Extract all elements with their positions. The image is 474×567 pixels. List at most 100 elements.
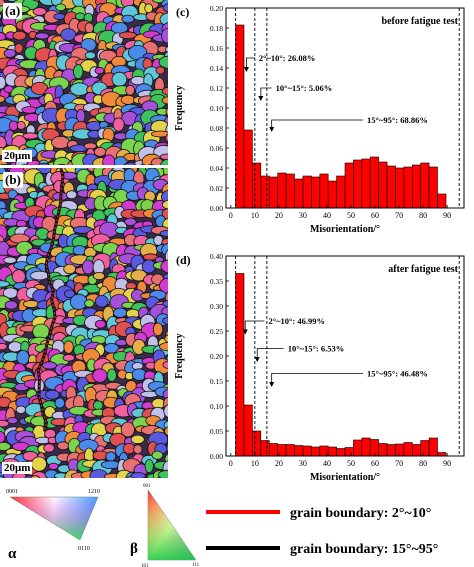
grain [119,31,137,40]
beta-label: β [130,541,138,557]
histogram-bar [412,164,422,209]
beta-tick-101: 101 [141,564,149,567]
histogram-bar [437,452,447,457]
grain [150,130,168,138]
grain [157,469,168,478]
histogram-bar [353,439,363,457]
grain [43,443,55,453]
grain [160,158,168,165]
grain [163,404,168,418]
histogram-bar [311,176,321,209]
y-tick-label: 0.30 [210,302,223,311]
grain [160,259,168,274]
histogram-bar [420,162,430,209]
alpha-tick-1210: 1210 [88,489,100,495]
alpha-tick-0001: 0001 [6,489,18,495]
grain [72,64,84,79]
x-tick-label: 80 [419,459,427,468]
grain [29,270,50,281]
grain [155,66,166,75]
x-tick-label: 50 [347,459,355,468]
y-tick-label: 0.16 [210,44,223,53]
grain [158,55,168,69]
histogram-before-fatigue: 0 10 20 30 40 50 60 70 80 90 0.00 0.02 0.04 0.06 0.08 0… [174,4,465,235]
grain [80,38,97,52]
x-tick-label: 0 [229,459,233,468]
histogram-bar [327,446,337,457]
grain [133,444,143,455]
x-tick-label: 10 [251,459,259,468]
histogram-bar [428,437,438,457]
grain [29,475,41,478]
grain [8,120,19,131]
grain [60,28,77,41]
alpha-label: α [8,546,17,562]
scale-bar-label-a: 20μm [2,150,33,162]
annotation-arrowhead [269,127,275,132]
annotation-arrow-line [244,320,265,334]
histogram-bar [260,440,270,457]
grain [63,263,77,275]
grain [48,462,59,470]
annotation-arrow-line [260,87,272,100]
grain [125,84,135,96]
histogram-bar [420,440,430,457]
x-tick-label: 50 [347,211,355,220]
ebsd-map-b [0,168,168,478]
grain [159,342,168,352]
grain [161,199,168,210]
histogram-bar [428,166,438,209]
x-tick-label: 40 [323,211,331,220]
grain [15,405,27,414]
x-axis-label: Misorientation/° [310,224,380,235]
grain [159,229,168,237]
histogram-bar [378,161,388,209]
grain [111,71,128,87]
x-tick-label: 40 [323,459,331,468]
grain [92,272,106,281]
orientation-key: 0001 1210 0110 α 001 101 111 β grain bou… [6,484,438,567]
grain [11,269,26,284]
grain [3,256,17,264]
grain [92,400,104,411]
grain [162,3,168,13]
annotation-label: 15°~95°: 68.86% [367,115,428,125]
grain [16,350,30,366]
grain [151,450,164,460]
x-tick-label: 90 [443,211,451,220]
grain [31,456,47,472]
plot-frame [225,255,465,457]
y-tick-label: 0.06 [210,144,223,153]
panel-label-a: (a) [3,3,23,19]
crack-low-angle-boundary [37,168,64,432]
grain [112,117,125,132]
histogram-bar [395,167,405,209]
x-tick-label: 30 [299,459,307,468]
grain [66,190,78,200]
histogram-bar [294,178,304,209]
alpha-ipf-triangle [9,496,99,541]
y-tick-label: 0.12 [210,84,223,93]
grain [7,417,19,425]
grain [16,121,26,130]
grain [0,343,8,351]
grain [126,476,135,478]
alpha-tick-0110: 0110 [78,546,90,552]
grain [94,319,107,329]
grain [45,389,60,400]
grain [162,316,168,325]
histogram-bar [369,439,379,457]
grain [106,368,117,382]
histogram-bar [353,159,363,209]
x-tick-label: 0 [229,211,233,220]
grain [82,259,95,275]
histogram-bar [269,176,279,209]
histogram-after-fatigue: 0 10 20 30 40 50 60 70 80 90 0.00 0.05 0.10 0.15 0.20 0… [174,252,465,483]
grain [120,94,136,105]
grain [159,12,168,27]
grain [144,3,154,14]
grain [139,164,146,165]
grain [69,82,90,96]
grain [3,49,17,58]
grain [22,300,40,308]
